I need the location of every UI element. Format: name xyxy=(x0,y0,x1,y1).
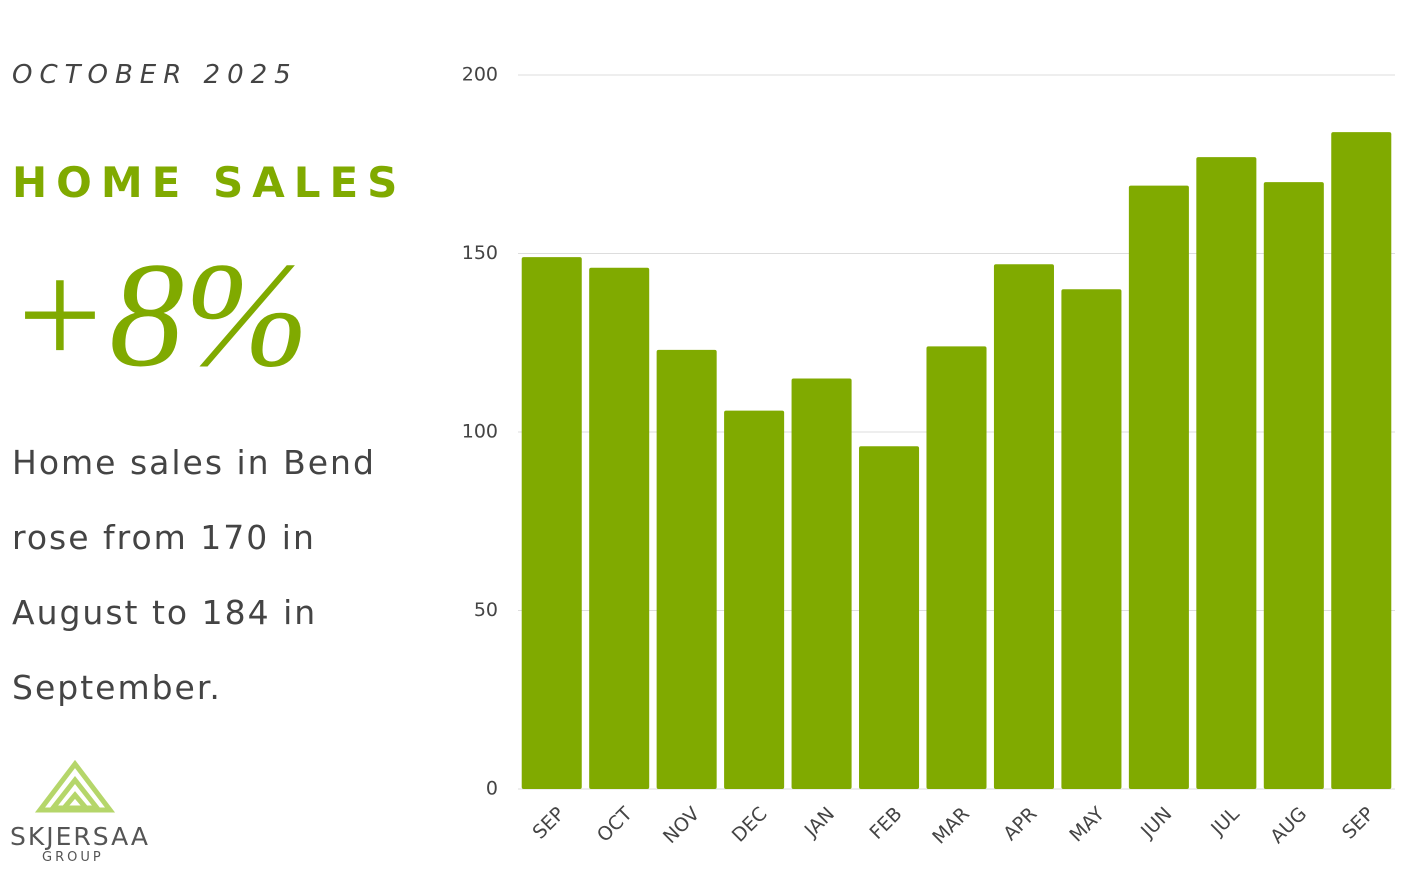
x-tick-label: DEC xyxy=(728,803,772,847)
change: +8% xyxy=(8,232,310,398)
logo-sub: GROUP xyxy=(42,850,104,865)
description: Home sales in Bend rose from 170 in Augu… xyxy=(12,443,376,707)
bar xyxy=(791,378,852,789)
bar xyxy=(1196,157,1257,790)
bar xyxy=(926,346,987,789)
x-tick-label: APR xyxy=(999,803,1041,845)
bar xyxy=(1331,132,1392,789)
bar xyxy=(859,446,920,789)
x-tick-label: AUG xyxy=(1266,803,1311,848)
bar xyxy=(1061,289,1122,789)
y-tick-label: 200 xyxy=(462,64,498,86)
date: OCTOBER 2025 xyxy=(12,60,298,90)
logo-name: SKJERSAA xyxy=(10,822,151,851)
x-tick-label: MAY xyxy=(1065,803,1109,847)
x-tick-label: FEB xyxy=(865,803,906,844)
x-tick-label: SEP xyxy=(528,803,569,844)
x-tick-label: NOV xyxy=(659,803,704,848)
x-tick-label: SEP xyxy=(1338,803,1379,844)
bar xyxy=(1263,182,1324,790)
y-tick-label: 50 xyxy=(474,599,498,621)
y-tick-label: 100 xyxy=(462,421,498,443)
x-tick-label: JUN xyxy=(1136,803,1176,843)
x-tick-label: JAN xyxy=(800,803,839,842)
bar xyxy=(724,410,785,789)
logo-mark xyxy=(34,759,116,813)
y-tick-label: 150 xyxy=(462,242,498,264)
x-tick-label: MAR xyxy=(928,803,974,849)
bar xyxy=(1128,185,1189,790)
bar xyxy=(656,349,717,789)
bar xyxy=(993,264,1054,790)
title: HOME SALES xyxy=(12,158,407,207)
bar xyxy=(521,257,582,789)
x-tick-label: OCT xyxy=(593,803,637,847)
bar xyxy=(589,267,650,789)
y-tick-label: 0 xyxy=(486,778,498,800)
x-tick-label: JUL xyxy=(1206,803,1244,841)
